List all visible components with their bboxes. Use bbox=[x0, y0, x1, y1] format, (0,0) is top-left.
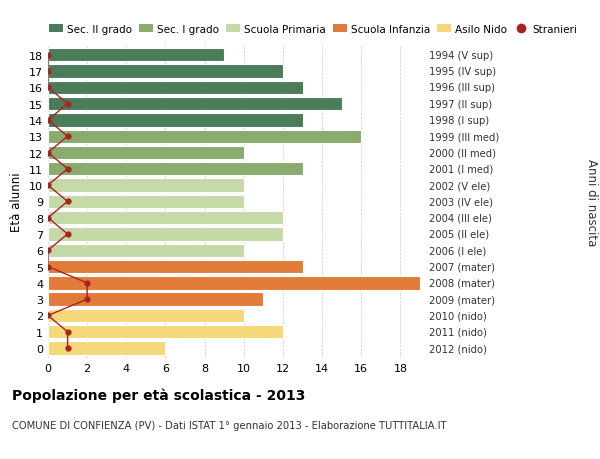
Text: 2012 (nido): 2012 (nido) bbox=[429, 343, 487, 353]
Legend: Sec. II grado, Sec. I grado, Scuola Primaria, Scuola Infanzia, Asilo Nido, Stran: Sec. II grado, Sec. I grado, Scuola Prim… bbox=[49, 24, 577, 34]
Text: 1999 (III med): 1999 (III med) bbox=[429, 132, 499, 142]
Text: 2009 (mater): 2009 (mater) bbox=[429, 295, 495, 304]
Bar bbox=[48, 309, 244, 322]
Bar bbox=[48, 179, 244, 192]
Text: 2011 (nido): 2011 (nido) bbox=[429, 327, 487, 337]
Text: 2010 (nido): 2010 (nido) bbox=[429, 311, 487, 321]
Bar bbox=[48, 130, 361, 144]
Bar bbox=[48, 341, 166, 355]
Bar bbox=[48, 163, 302, 176]
Text: COMUNE DI CONFIENZA (PV) - Dati ISTAT 1° gennaio 2013 - Elaborazione TUTTITALIA.: COMUNE DI CONFIENZA (PV) - Dati ISTAT 1°… bbox=[12, 420, 446, 430]
Bar bbox=[48, 65, 283, 78]
Text: 2000 (II med): 2000 (II med) bbox=[429, 148, 496, 158]
Bar bbox=[48, 146, 244, 160]
Text: 2007 (mater): 2007 (mater) bbox=[429, 262, 495, 272]
Y-axis label: Età alunni: Età alunni bbox=[10, 172, 23, 232]
Text: 2008 (mater): 2008 (mater) bbox=[429, 278, 495, 288]
Bar bbox=[48, 277, 420, 290]
Bar bbox=[48, 244, 244, 257]
Bar bbox=[48, 260, 302, 274]
Bar bbox=[48, 212, 283, 225]
Bar bbox=[48, 195, 244, 209]
Text: 1998 (I sup): 1998 (I sup) bbox=[429, 116, 489, 126]
Text: 1997 (II sup): 1997 (II sup) bbox=[429, 100, 492, 109]
Text: 2002 (V ele): 2002 (V ele) bbox=[429, 181, 490, 190]
Text: 2006 (I ele): 2006 (I ele) bbox=[429, 246, 486, 256]
Bar bbox=[48, 49, 224, 62]
Text: Anni di nascita: Anni di nascita bbox=[584, 158, 598, 246]
Bar bbox=[48, 293, 263, 306]
Bar bbox=[48, 98, 341, 111]
Text: 1994 (V sup): 1994 (V sup) bbox=[429, 50, 493, 61]
Text: 2004 (III ele): 2004 (III ele) bbox=[429, 213, 492, 223]
Bar bbox=[48, 325, 283, 339]
Text: 2003 (IV ele): 2003 (IV ele) bbox=[429, 197, 493, 207]
Text: 2005 (II ele): 2005 (II ele) bbox=[429, 230, 489, 240]
Bar bbox=[48, 82, 302, 95]
Text: 1996 (III sup): 1996 (III sup) bbox=[429, 83, 495, 93]
Bar bbox=[48, 114, 302, 127]
Text: 2001 (I med): 2001 (I med) bbox=[429, 164, 493, 174]
Text: 1995 (IV sup): 1995 (IV sup) bbox=[429, 67, 496, 77]
Text: Popolazione per età scolastica - 2013: Popolazione per età scolastica - 2013 bbox=[12, 388, 305, 403]
Bar bbox=[48, 228, 283, 241]
